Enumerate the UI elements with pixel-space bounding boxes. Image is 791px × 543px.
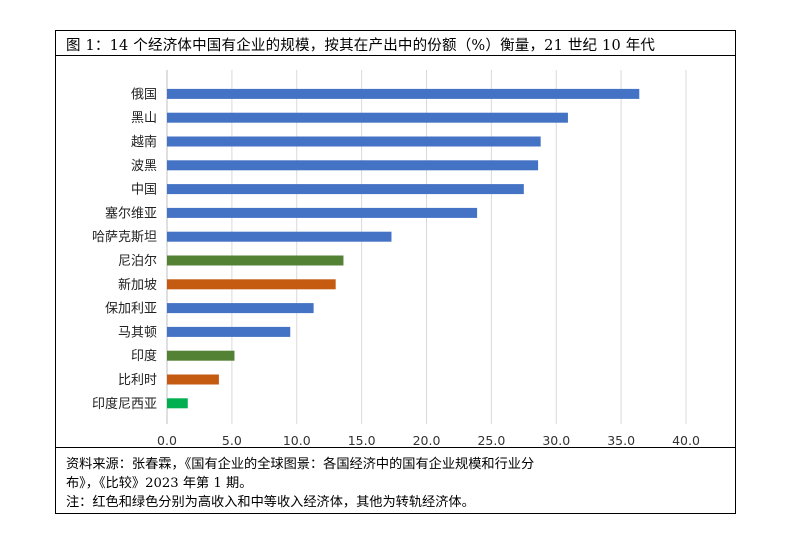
x-tick-labels: 0.0 5.0 10.0 15.0 20.0 25.0 30.0 35.0 40.0 [157, 433, 700, 446]
gridlines [166, 70, 687, 424]
x-tick-label: 20.0 [413, 433, 441, 446]
category-label: 新加坡 [118, 277, 157, 293]
bar [167, 112, 568, 123]
x-tick-label: 35.0 [607, 433, 635, 446]
figure-frame: 图 1：14 个经济体中国有企业的规模，按其在产出中的份额（%）衡量，21 世纪… [55, 30, 736, 514]
category-label: 哈萨克斯坦 [92, 230, 157, 245]
bar [167, 160, 539, 171]
category-label: 黑山 [131, 111, 157, 126]
x-tick-label: 15.0 [348, 433, 376, 446]
category-labels: 俄国黑山越南波黑中国塞尔维亚哈萨克斯坦尼泊尔新加坡保加利亚马其顿印度比利时印度尼… [92, 87, 157, 411]
category-label: 尼泊尔 [118, 254, 157, 269]
bar [167, 231, 392, 242]
category-label: 保加利亚 [105, 302, 157, 317]
bars [167, 88, 640, 409]
source-note-line-2: 布》，《比较》2023 年第 1 期。 [66, 476, 253, 491]
color-note: 注：红色和绿色分别为高收入和中等收入经济体，其他为转轨经济体。 [66, 495, 475, 510]
bar [167, 279, 336, 290]
bar [167, 88, 640, 99]
x-tick-label: 30.0 [542, 433, 570, 446]
category-label: 印度 [131, 348, 157, 364]
x-tick-label: 40.0 [672, 433, 700, 446]
category-label: 中国 [131, 183, 157, 198]
x-tick-label: 0.0 [157, 433, 177, 446]
bar [167, 184, 524, 195]
bar [167, 207, 478, 218]
category-label: 波黑 [131, 159, 157, 174]
bar [167, 326, 291, 337]
notes-section: 资料来源：张春霖，《国有企业的全球图景：各国经济中的国有企业规模和行业分 布》，… [56, 447, 735, 515]
bar [167, 255, 344, 266]
x-tick-label: 10.0 [283, 433, 311, 446]
bar [167, 350, 235, 361]
category-label: 塞尔维亚 [105, 205, 157, 221]
category-label: 俄国 [131, 87, 157, 102]
bar-chart: 俄国黑山越南波黑中国塞尔维亚哈萨克斯坦尼泊尔新加坡保加利亚马其顿印度比利时印度尼… [92, 70, 700, 446]
category-label: 马其顿 [118, 325, 157, 340]
category-label: 越南 [131, 134, 157, 150]
bar [167, 398, 188, 409]
bar [167, 374, 219, 385]
title-row: 图 1：14 个经济体中国有企业的规模，按其在产出中的份额（%）衡量，21 世纪… [56, 31, 735, 56]
source-note-line-1: 资料来源：张春霖，《国有企业的全球图景：各国经济中的国有企业规模和行业分 [66, 457, 535, 472]
bar [167, 136, 541, 147]
x-tick-label: 5.0 [222, 433, 242, 446]
x-tick-label: 25.0 [477, 433, 505, 446]
category-label: 印度尼西亚 [92, 396, 157, 412]
figure-title: 图 1：14 个经济体中国有企业的规模，按其在产出中的份额（%）衡量，21 世纪… [66, 38, 656, 54]
category-label: 比利时 [118, 373, 157, 388]
bar [167, 303, 314, 314]
